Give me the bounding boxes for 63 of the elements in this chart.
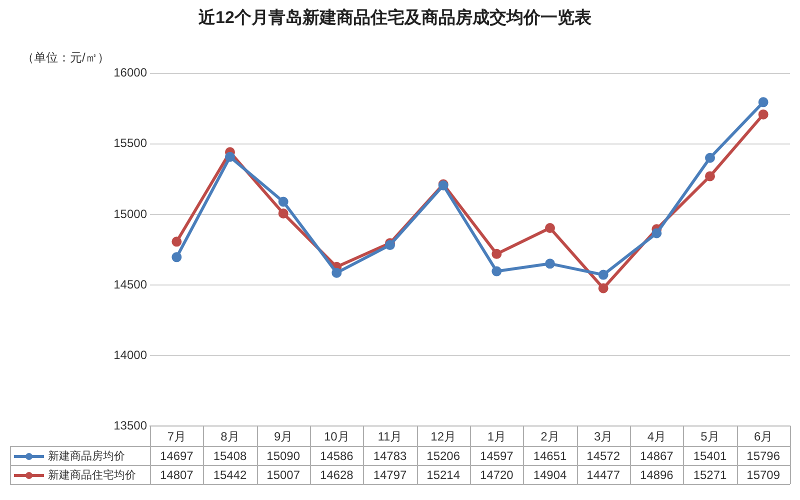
data-label: 15007 [266,468,300,482]
y-tick-label: 15000 [114,206,148,221]
point [545,222,555,233]
data-label: 15709 [746,468,780,482]
point [278,208,288,218]
data-label: 14896 [640,468,674,482]
x-tick-label: 8月 [220,429,240,444]
x-tick-label: 12月 [430,429,456,444]
point [758,97,768,108]
point [225,152,235,162]
data-label: 14477 [586,468,620,482]
data-label: 15214 [426,468,460,482]
point [758,109,768,120]
y-tick-label: 14000 [114,348,148,362]
point [492,266,502,276]
data-label: 14904 [533,468,568,482]
x-tick-label: 10月 [324,429,350,444]
y-tick-label: 14500 [114,277,148,292]
x-tick-label: 3月 [594,429,613,444]
point [652,228,662,238]
x-tick-label: 4月 [647,429,666,444]
data-label: 15271 [693,468,728,482]
point [172,236,182,247]
data-label: 15206 [426,448,460,463]
x-tick-label: 6月 [754,429,773,444]
point [492,248,502,259]
data-label: 15796 [746,448,780,463]
data-label: 15408 [213,448,248,463]
x-tick-label: 11月 [378,429,402,444]
data-label: 15090 [266,448,300,463]
point [332,268,342,278]
data-label: 14867 [640,448,674,463]
x-tick-label: 5月 [700,429,720,444]
legend-label: 新建商品房均价 [48,450,125,463]
data-label: 14628 [320,468,354,482]
point [598,270,608,280]
data-label: 14572 [586,448,620,463]
data-label: 14797 [373,468,408,482]
x-tick-label: 2月 [540,429,560,444]
data-label: 14651 [533,448,568,463]
y-tick-label: 13500 [114,418,148,432]
data-label: 15442 [213,468,248,482]
legend-label: 新建商品住宅均价 [48,468,136,482]
point [705,171,715,182]
x-tick-label: 1月 [487,429,506,444]
data-label: 15401 [693,448,728,463]
chart-title: 近12个月青岛新建商品住宅及商品房成交均价一览表 [198,8,592,27]
point [545,258,555,269]
y-tick-label: 16000 [114,66,148,80]
data-label: 14720 [480,468,514,482]
x-tick-label: 9月 [274,429,293,444]
point [705,152,715,163]
data-label: 14807 [160,468,194,482]
y-tick-label: 15500 [114,136,148,150]
x-tick-label: 7月 [167,429,186,444]
point [598,283,608,294]
data-label: 14597 [480,448,514,463]
data-label: 14697 [160,448,194,463]
y-axis-title: （单位：元/㎡） [22,50,110,64]
point [278,196,288,207]
data-label: 14783 [373,448,408,463]
point [172,252,182,262]
data-label: 14586 [320,448,354,463]
